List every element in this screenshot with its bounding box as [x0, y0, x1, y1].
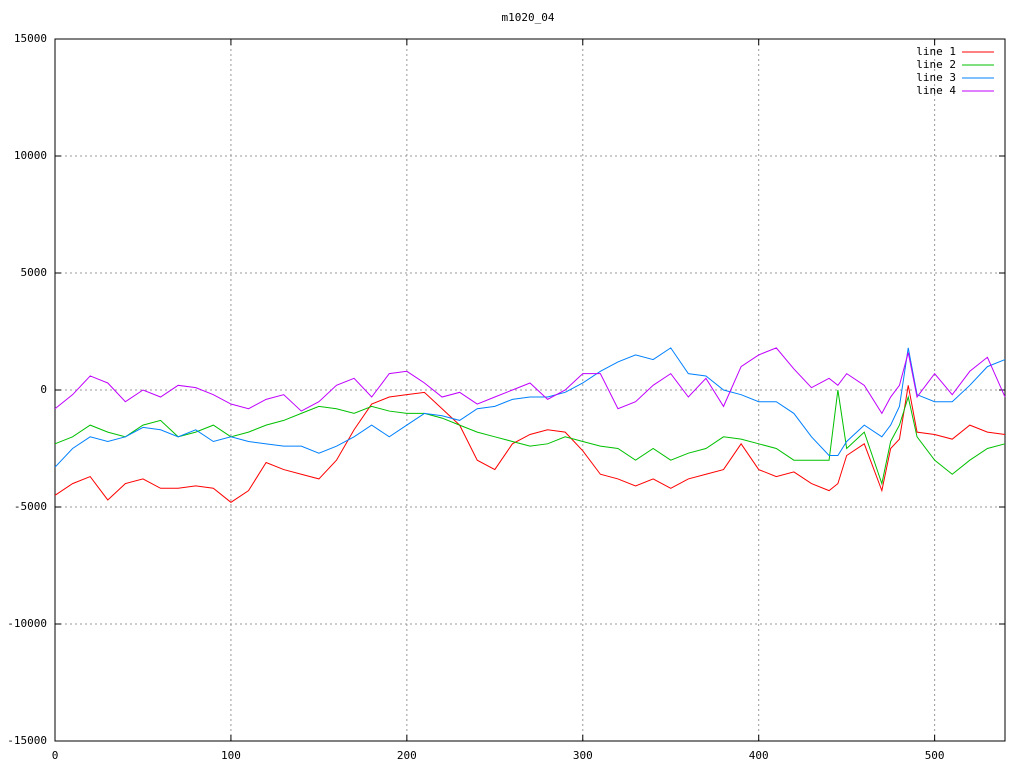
x-tick-label: 400 — [749, 749, 769, 762]
y-tick-label: 15000 — [14, 32, 47, 45]
legend-label: line 3 — [916, 71, 956, 84]
y-tick-label: 5000 — [21, 266, 48, 279]
series-line — [54, 389, 1006, 486]
chart-title: m1020_04 — [502, 11, 555, 24]
x-tick-label: 500 — [925, 749, 945, 762]
x-tick-label: 100 — [221, 749, 241, 762]
plot-frame — [54, 38, 1006, 742]
y-tick-label: -5000 — [14, 500, 47, 513]
series-line — [54, 347, 1006, 415]
y-tick-label: 0 — [40, 383, 47, 396]
series-line — [54, 347, 1006, 468]
y-tick-label: 10000 — [14, 149, 47, 162]
series-line — [54, 385, 1006, 503]
y-tick-label: -10000 — [7, 617, 47, 630]
x-tick-label: 200 — [397, 749, 417, 762]
x-tick-label: 0 — [52, 749, 59, 762]
x-tick-label: 300 — [573, 749, 593, 762]
legend-label: line 4 — [916, 84, 956, 97]
legend-label: line 1 — [916, 45, 956, 58]
legend-label: line 2 — [916, 58, 956, 71]
y-tick-label: -15000 — [7, 734, 47, 747]
